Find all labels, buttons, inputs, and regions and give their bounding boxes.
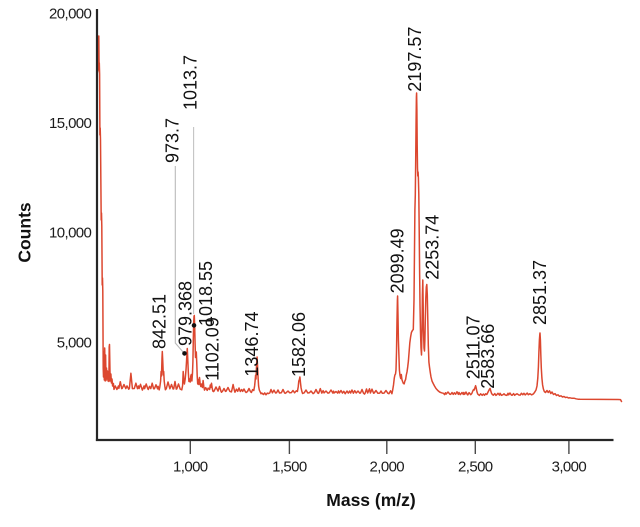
svg-text:1013.7: 1013.7	[181, 55, 201, 110]
svg-text:2583.66: 2583.66	[478, 324, 498, 389]
svg-text:1102.09: 1102.09	[202, 317, 222, 381]
svg-text:1,000: 1,000	[173, 459, 208, 476]
svg-text:3,000: 3,000	[552, 459, 587, 476]
svg-text:2253.74: 2253.74	[422, 215, 442, 280]
svg-text:1582.06: 1582.06	[289, 312, 309, 377]
svg-text:2851.37: 2851.37	[530, 260, 550, 325]
svg-text:15,000: 15,000	[49, 115, 92, 132]
svg-text:2,500: 2,500	[458, 459, 493, 476]
svg-text:973.7: 973.7	[163, 118, 183, 163]
svg-text:842.51: 842.51	[150, 294, 170, 349]
svg-text:2099.49: 2099.49	[388, 228, 408, 293]
svg-text:2511.07: 2511.07	[463, 315, 483, 379]
svg-text:10,000: 10,000	[49, 225, 92, 242]
svg-text:2,000: 2,000	[370, 459, 405, 476]
svg-text:1018.55: 1018.55	[196, 261, 216, 326]
svg-text:1,500: 1,500	[272, 459, 307, 476]
svg-text:1346.74: 1346.74	[242, 312, 262, 377]
svg-text:20,000: 20,000	[49, 5, 92, 22]
svg-text:Counts: Counts	[14, 202, 34, 263]
svg-text:Mass (m/z): Mass (m/z)	[326, 490, 415, 510]
svg-text:5,000: 5,000	[57, 334, 92, 351]
svg-text:979.368: 979.368	[176, 281, 196, 346]
svg-text:2197.57: 2197.57	[405, 27, 425, 92]
